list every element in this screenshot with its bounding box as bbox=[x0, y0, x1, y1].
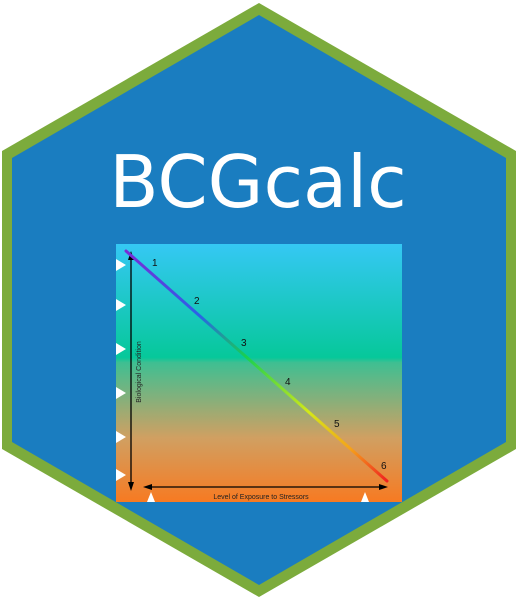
x-axis-label: Level of Exposure to Stressors bbox=[213, 494, 309, 501]
level-label-3: 3 bbox=[241, 338, 247, 349]
logo-title: BCGcalc bbox=[109, 140, 407, 224]
level-marker-2 bbox=[116, 299, 126, 311]
level-marker-3 bbox=[116, 343, 126, 355]
exposure-marker-low bbox=[147, 492, 155, 502]
y-axis-label: Biological Condition bbox=[136, 341, 143, 403]
level-label-6: 6 bbox=[381, 461, 387, 472]
stressor-response-line bbox=[124, 249, 389, 483]
exposure-marker-high bbox=[361, 492, 369, 502]
level-label-1: 1 bbox=[152, 258, 158, 269]
level-marker-5 bbox=[116, 431, 126, 443]
level-label-5: 5 bbox=[334, 419, 340, 430]
x-axis-arrowhead-left bbox=[143, 484, 152, 490]
level-marker-4 bbox=[116, 387, 126, 399]
level-label-4: 4 bbox=[285, 377, 291, 388]
level-marker-1 bbox=[116, 259, 126, 271]
level-label-2: 2 bbox=[194, 296, 200, 307]
bcg-figure: 1 2 3 4 5 6 Biological Condition Level o… bbox=[116, 244, 402, 502]
level-marker-6 bbox=[116, 469, 126, 481]
y-axis-arrowhead-bottom bbox=[128, 482, 134, 491]
x-axis-arrowhead-right bbox=[379, 484, 388, 490]
figure-background bbox=[116, 244, 402, 502]
